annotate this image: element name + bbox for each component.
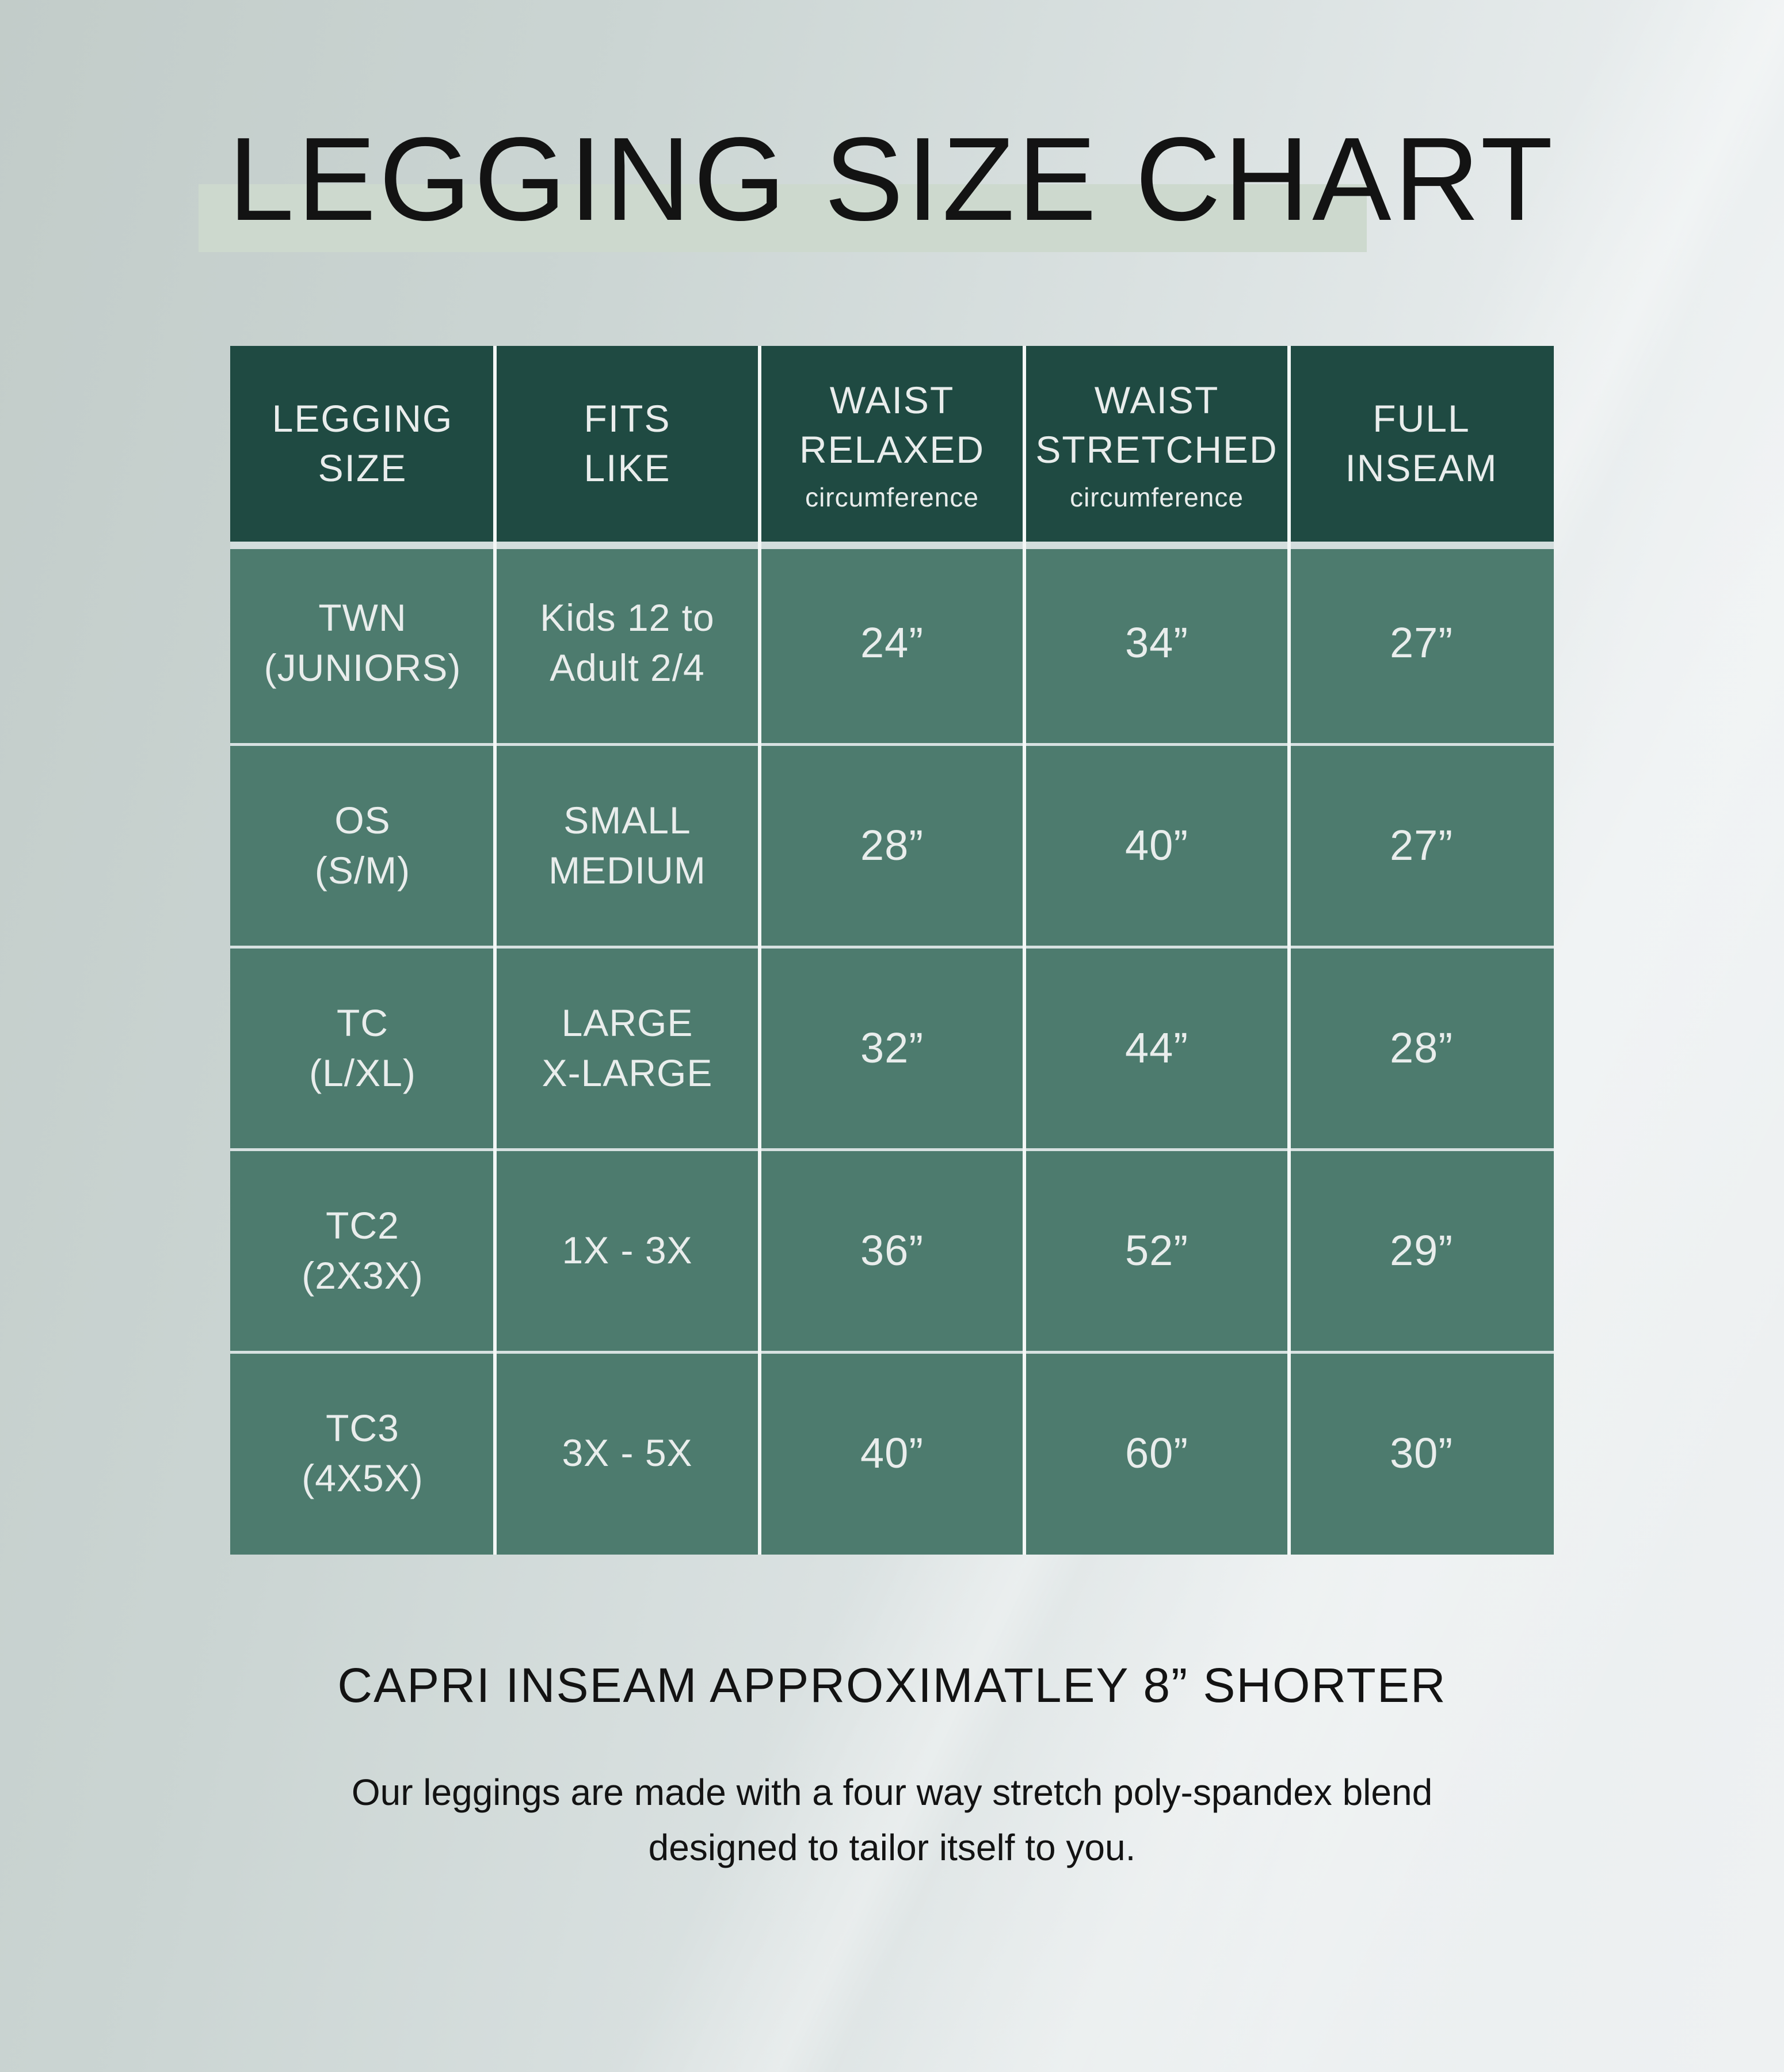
cell-os-waist-relaxed: 28” (760, 744, 1024, 947)
cell-tc2-waist-stretched: 52” (1024, 1149, 1289, 1352)
cell-tc3-waist-stretched: 60” (1024, 1352, 1289, 1555)
cell-text: Kids 12 to (540, 596, 715, 639)
cell-tc2-full-inseam: 29” (1289, 1149, 1554, 1352)
cell-text: Adult 2/4 (550, 646, 705, 689)
cell-text: TC (337, 1001, 388, 1044)
cell-text: 1X - 3X (562, 1229, 693, 1272)
cell-twn-waist-relaxed: 24” (760, 542, 1024, 744)
cell-os-full-inseam: 27” (1289, 744, 1554, 947)
table-row-divider (230, 946, 1554, 949)
header-cell-fits-like: FITS LIKE (495, 346, 760, 542)
header-label: LEGGING (272, 397, 453, 440)
cell-twn-fits-like: Kids 12 to Adult 2/4 (495, 542, 760, 744)
cell-text: X-LARGE (542, 1052, 713, 1094)
cell-text: 36” (860, 1227, 924, 1275)
cell-tc3-size: TC3 (4X5X) (230, 1352, 495, 1555)
cell-twn-size: TWN (JUNIORS) (230, 542, 495, 744)
cell-text: 3X - 5X (562, 1431, 693, 1475)
table-row-divider (230, 743, 1554, 746)
header-label: SIZE (318, 447, 407, 489)
header-label: WAIST (1094, 378, 1219, 421)
fabric-description-line2: designed to tailor itself to you. (648, 1827, 1136, 1868)
header-label: FITS (584, 397, 671, 440)
header-cell-waist-stretched: WAIST STRETCHED circumference (1024, 346, 1289, 542)
title-highlight-band (199, 184, 1367, 252)
cell-text: 40” (860, 1429, 924, 1477)
header-sublabel: circumference (1070, 482, 1244, 512)
fabric-description: Our leggings are made with a four way st… (0, 1765, 1784, 1875)
cell-tc-waist-stretched: 44” (1024, 947, 1289, 1149)
header-cell-waist-relaxed: WAIST RELAXED circumference (760, 346, 1024, 542)
cell-text: TC2 (326, 1203, 399, 1247)
table-row-divider (230, 1148, 1554, 1151)
fabric-description-line1: Our leggings are made with a four way st… (351, 1772, 1433, 1813)
cell-text: 52” (1125, 1227, 1188, 1275)
cell-text: (S/M) (314, 849, 411, 892)
cell-text: TWN (318, 596, 407, 639)
header-label: WAIST (829, 378, 955, 421)
cell-tc2-size: TC2 (2X3X) (230, 1149, 495, 1352)
cell-text: (2X3X) (302, 1254, 424, 1297)
cell-text: OS (334, 798, 391, 841)
cell-tc-fits-like: LARGE X-LARGE (495, 947, 760, 1149)
cell-text: MEDIUM (548, 849, 706, 892)
cell-os-size: OS (S/M) (230, 744, 495, 947)
header-cell-legging-size: LEGGING SIZE (230, 346, 495, 542)
table-row-divider (230, 542, 1554, 549)
cell-tc3-waist-relaxed: 40” (760, 1352, 1024, 1555)
cell-text: (JUNIORS) (264, 646, 462, 689)
cell-os-fits-like: SMALL MEDIUM (495, 744, 760, 947)
page-title: LEGGING SIZE CHART (228, 113, 1556, 245)
cell-tc3-fits-like: 3X - 5X (495, 1352, 760, 1555)
cell-text: 30” (1390, 1429, 1453, 1477)
cell-text: 27” (1390, 821, 1453, 870)
cell-twn-waist-stretched: 34” (1024, 542, 1289, 744)
cell-text: 40” (1125, 821, 1188, 870)
header-cell-full-inseam: FULL INSEAM (1289, 346, 1554, 542)
capri-inseam-note: CAPRI INSEAM APPROXIMATLEY 8” SHORTER (337, 1658, 1447, 1712)
cell-tc2-fits-like: 1X - 3X (495, 1149, 760, 1352)
header-sublabel: circumference (805, 482, 979, 512)
cell-text: LARGE (561, 1001, 693, 1044)
cell-text: SMALL (563, 798, 691, 841)
header-label: FULL (1373, 397, 1470, 440)
cell-tc-size: TC (L/XL) (230, 947, 495, 1149)
cell-text: 44” (1125, 1024, 1188, 1072)
table-row-divider (230, 1351, 1554, 1354)
cell-os-waist-stretched: 40” (1024, 744, 1289, 947)
cell-tc-waist-relaxed: 32” (760, 947, 1024, 1149)
cell-text: 32” (860, 1024, 924, 1072)
cell-tc2-waist-relaxed: 36” (760, 1149, 1024, 1352)
cell-text: 28” (1390, 1024, 1453, 1072)
cell-text: (L/XL) (309, 1052, 416, 1094)
cell-twn-full-inseam: 27” (1289, 542, 1554, 744)
cell-text: 27” (1390, 619, 1453, 667)
cell-text: 24” (860, 619, 924, 667)
header-label: RELAXED (799, 428, 985, 471)
cell-text: TC3 (326, 1406, 399, 1449)
table-column-divider (1287, 346, 1291, 1555)
table-column-divider (1023, 346, 1026, 1555)
cell-text: 60” (1125, 1429, 1188, 1477)
cell-text: 34” (1125, 619, 1188, 667)
legging-size-table: LEGGING SIZE FITS LIKE WAIST RELAXED circumf… (230, 346, 1554, 1555)
header-label: INSEAM (1345, 447, 1498, 489)
cell-text: 28” (860, 821, 924, 870)
header-label: STRETCHED (1035, 428, 1278, 471)
cell-tc3-full-inseam: 30” (1289, 1352, 1554, 1555)
cell-text: 29” (1390, 1227, 1453, 1275)
table-column-divider (758, 346, 761, 1555)
cell-tc-full-inseam: 28” (1289, 947, 1554, 1149)
header-label: LIKE (584, 447, 671, 489)
table-column-divider (493, 346, 497, 1555)
cell-text: (4X5X) (302, 1457, 424, 1499)
